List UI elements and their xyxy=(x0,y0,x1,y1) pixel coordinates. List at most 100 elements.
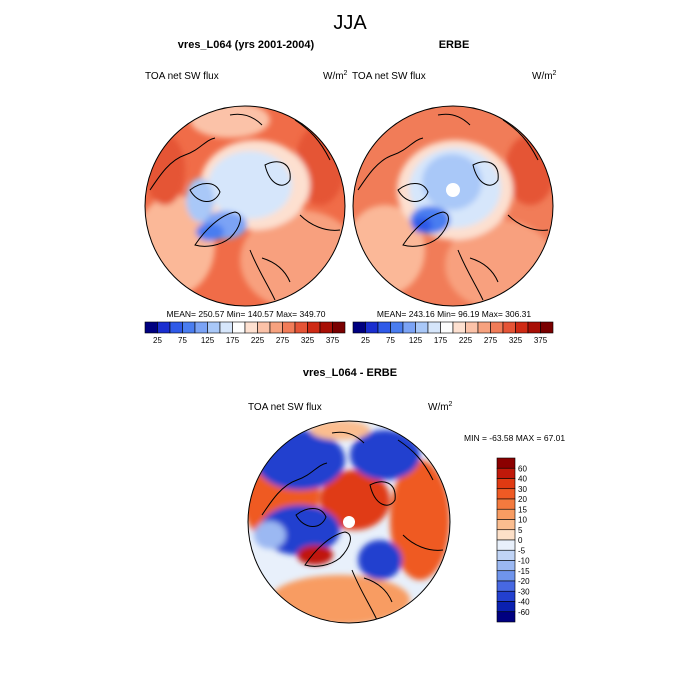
panel-model: vres_L064 (yrs 2001-2004) TOA net SW flu… xyxy=(144,39,348,345)
panel-obs-colorbar-swatch xyxy=(377,321,391,334)
panel-diff-colorbar-swatch xyxy=(496,560,516,572)
panel-obs-colorbar-swatch xyxy=(452,321,466,334)
panel-diff-colorbar-swatch xyxy=(496,601,516,613)
panel-diff-colorbar-tick-label: 30 xyxy=(518,485,527,494)
panel-model-colorbar-swatch xyxy=(244,321,258,334)
panel-obs-colorbar-swatch xyxy=(402,321,416,334)
panel-model-colorbar-swatch xyxy=(207,321,221,334)
panel-model-colorbar-tick-label: 75 xyxy=(178,336,187,345)
panel-model-colorbar-swatch xyxy=(194,321,208,334)
panel-obs-colorbar-tick-label: 125 xyxy=(409,336,423,345)
panel-diff-colorbar-swatch xyxy=(496,529,516,541)
figure-title: JJA xyxy=(333,12,367,34)
panel-model-colorbar-swatch xyxy=(269,321,283,334)
panel-diff-colorbar-swatch xyxy=(496,457,516,469)
panel-model-colorbar-swatch xyxy=(332,321,346,334)
panel-model-colorbar-swatch xyxy=(144,321,158,334)
panel-obs-colorbar-swatch xyxy=(527,321,541,334)
panel-obs-colorbar-tick-label: 25 xyxy=(361,336,370,345)
panel-diff-stats: MIN = -63.58 MAX = 67.01 xyxy=(464,433,565,443)
panel-diff-colorbar-swatch xyxy=(496,570,516,582)
panel-model-colorbar-tick-label: 225 xyxy=(251,336,265,345)
panel-diff-colorbar-tick-label: -40 xyxy=(518,598,530,607)
panel-diff-colorbar-tick-label: -10 xyxy=(518,557,530,566)
panel-obs-colorbar-tick-label: 275 xyxy=(484,336,498,345)
panel-diff-colorbar-tick-label: 40 xyxy=(518,475,527,484)
panel-diff-colorbar-swatch xyxy=(496,580,516,592)
panel-obs-colorbar-swatch xyxy=(465,321,479,334)
panel-model-colorbar-tick-label: 125 xyxy=(201,336,215,345)
panel-obs-colorbar-swatch xyxy=(515,321,529,334)
panel-model-colorbar: 25 75 125 175 225 275 325 375 xyxy=(144,321,346,345)
panel-model-title: vres_L064 (yrs 2001-2004) xyxy=(178,39,315,51)
panel-diff-colorbar-tick-label: -60 xyxy=(518,608,530,617)
panel-obs-colorbar-swatch xyxy=(365,321,379,334)
panel-obs-colorbar-swatch xyxy=(540,321,554,334)
panel-model-colorbar-swatch xyxy=(294,321,308,334)
panel-model-colorbar-swatch xyxy=(257,321,271,334)
panel-diff-colorbar-tick-label: 15 xyxy=(518,505,527,514)
panel-diff-colorbar-tick-label: -5 xyxy=(518,546,526,555)
panel-diff-colorbar-tick-label: -20 xyxy=(518,577,530,586)
panel-obs-colorbar-swatch xyxy=(477,321,491,334)
panel-obs-colorbar-tick-label: 375 xyxy=(534,336,548,345)
panel-model-colorbar-swatch xyxy=(282,321,296,334)
panel-diff-colorbar-tick-label: 10 xyxy=(518,516,527,525)
panel-model-stats: MEAN= 250.57 Min= 140.57 Max= 349.70 xyxy=(166,309,325,319)
panel-model-units: W/m2 xyxy=(323,70,348,82)
panel-model-colorbar-swatch xyxy=(182,321,196,334)
panel-model-colorbar-swatch xyxy=(219,321,233,334)
panel-obs-colorbar-swatch xyxy=(390,321,404,334)
panel-obs-colorbar-swatch xyxy=(502,321,516,334)
panel-diff-units: W/m2 xyxy=(428,401,453,413)
panel-diff-colorbar-swatch xyxy=(496,590,516,602)
panel-model-colorbar-swatch xyxy=(232,321,246,334)
panel-model-map xyxy=(144,105,346,307)
panel-obs-colorbar-swatch xyxy=(490,321,504,334)
panel-model-colorbar-swatch xyxy=(169,321,183,334)
panel-model-variable-label: TOA net SW flux xyxy=(145,71,219,82)
panel-diff-map xyxy=(247,420,451,624)
panel-diff-colorbar-tick-label: 5 xyxy=(518,526,523,535)
panel-diff-colorbar-swatch xyxy=(496,488,516,500)
panel-diff-colorbar-swatch xyxy=(496,519,516,531)
panel-diff-colorbar-tick-label: 0 xyxy=(518,536,523,545)
panel-diff-colorbar-tick-label: 60 xyxy=(518,464,527,473)
panel-diff-colorbar-swatch xyxy=(496,498,516,510)
panel-obs-units: W/m2 xyxy=(532,70,557,82)
panel-model-colorbar-swatch xyxy=(319,321,333,334)
panel-model-colorbar-tick-label: 275 xyxy=(276,336,290,345)
panel-obs-colorbar-tick-label: 75 xyxy=(386,336,395,345)
panel-obs-colorbar-swatch xyxy=(415,321,429,334)
panel-diff-colorbar-swatch xyxy=(496,539,516,551)
panel-diff-title: vres_L064 - ERBE xyxy=(303,367,397,379)
panel-obs: ERBE TOA net SW flux W/m2 xyxy=(352,39,557,345)
panel-diff-map-border xyxy=(247,420,451,624)
panel-diff-colorbar-tick-label: -15 xyxy=(518,567,530,576)
panel-model-map-border xyxy=(144,105,346,307)
panel-obs-colorbar-swatch xyxy=(440,321,454,334)
panel-model-colorbar-tick-label: 175 xyxy=(226,336,240,345)
panel-diff-variable-label: TOA net SW flux xyxy=(248,402,322,413)
panel-model-colorbar-tick-label: 325 xyxy=(301,336,315,345)
panel-diff-colorbar-swatch xyxy=(496,508,516,520)
panel-diff-colorbar-swatch xyxy=(496,467,516,479)
panel-obs-colorbar-tick-label: 225 xyxy=(459,336,473,345)
panel-diff-colorbar-tick-label: 20 xyxy=(518,495,527,504)
panel-model-colorbar-tick-label: 375 xyxy=(326,336,340,345)
panel-diff-colorbar-swatch xyxy=(496,549,516,561)
panel-obs-colorbar-swatch xyxy=(352,321,366,334)
panel-obs-colorbar-swatch xyxy=(427,321,441,334)
panel-obs-stats: MEAN= 243.16 Min= 96.19 Max= 306.31 xyxy=(377,309,532,319)
panel-model-colorbar-tick-label: 25 xyxy=(153,336,162,345)
panel-diff: vres_L064 - ERBE TOA net SW flux W/m2 MI… xyxy=(247,367,565,624)
panel-diff-colorbar-swatch xyxy=(496,478,516,490)
panel-diff-colorbar-swatch xyxy=(496,611,516,623)
panel-obs-title: ERBE xyxy=(439,39,470,51)
panel-model-colorbar-swatch xyxy=(307,321,321,334)
panel-obs-colorbar-tick-label: 175 xyxy=(434,336,448,345)
panel-obs-map-border xyxy=(352,105,554,307)
panel-obs-colorbar: 25 75 125 175 225 275 325 375 xyxy=(352,321,554,345)
